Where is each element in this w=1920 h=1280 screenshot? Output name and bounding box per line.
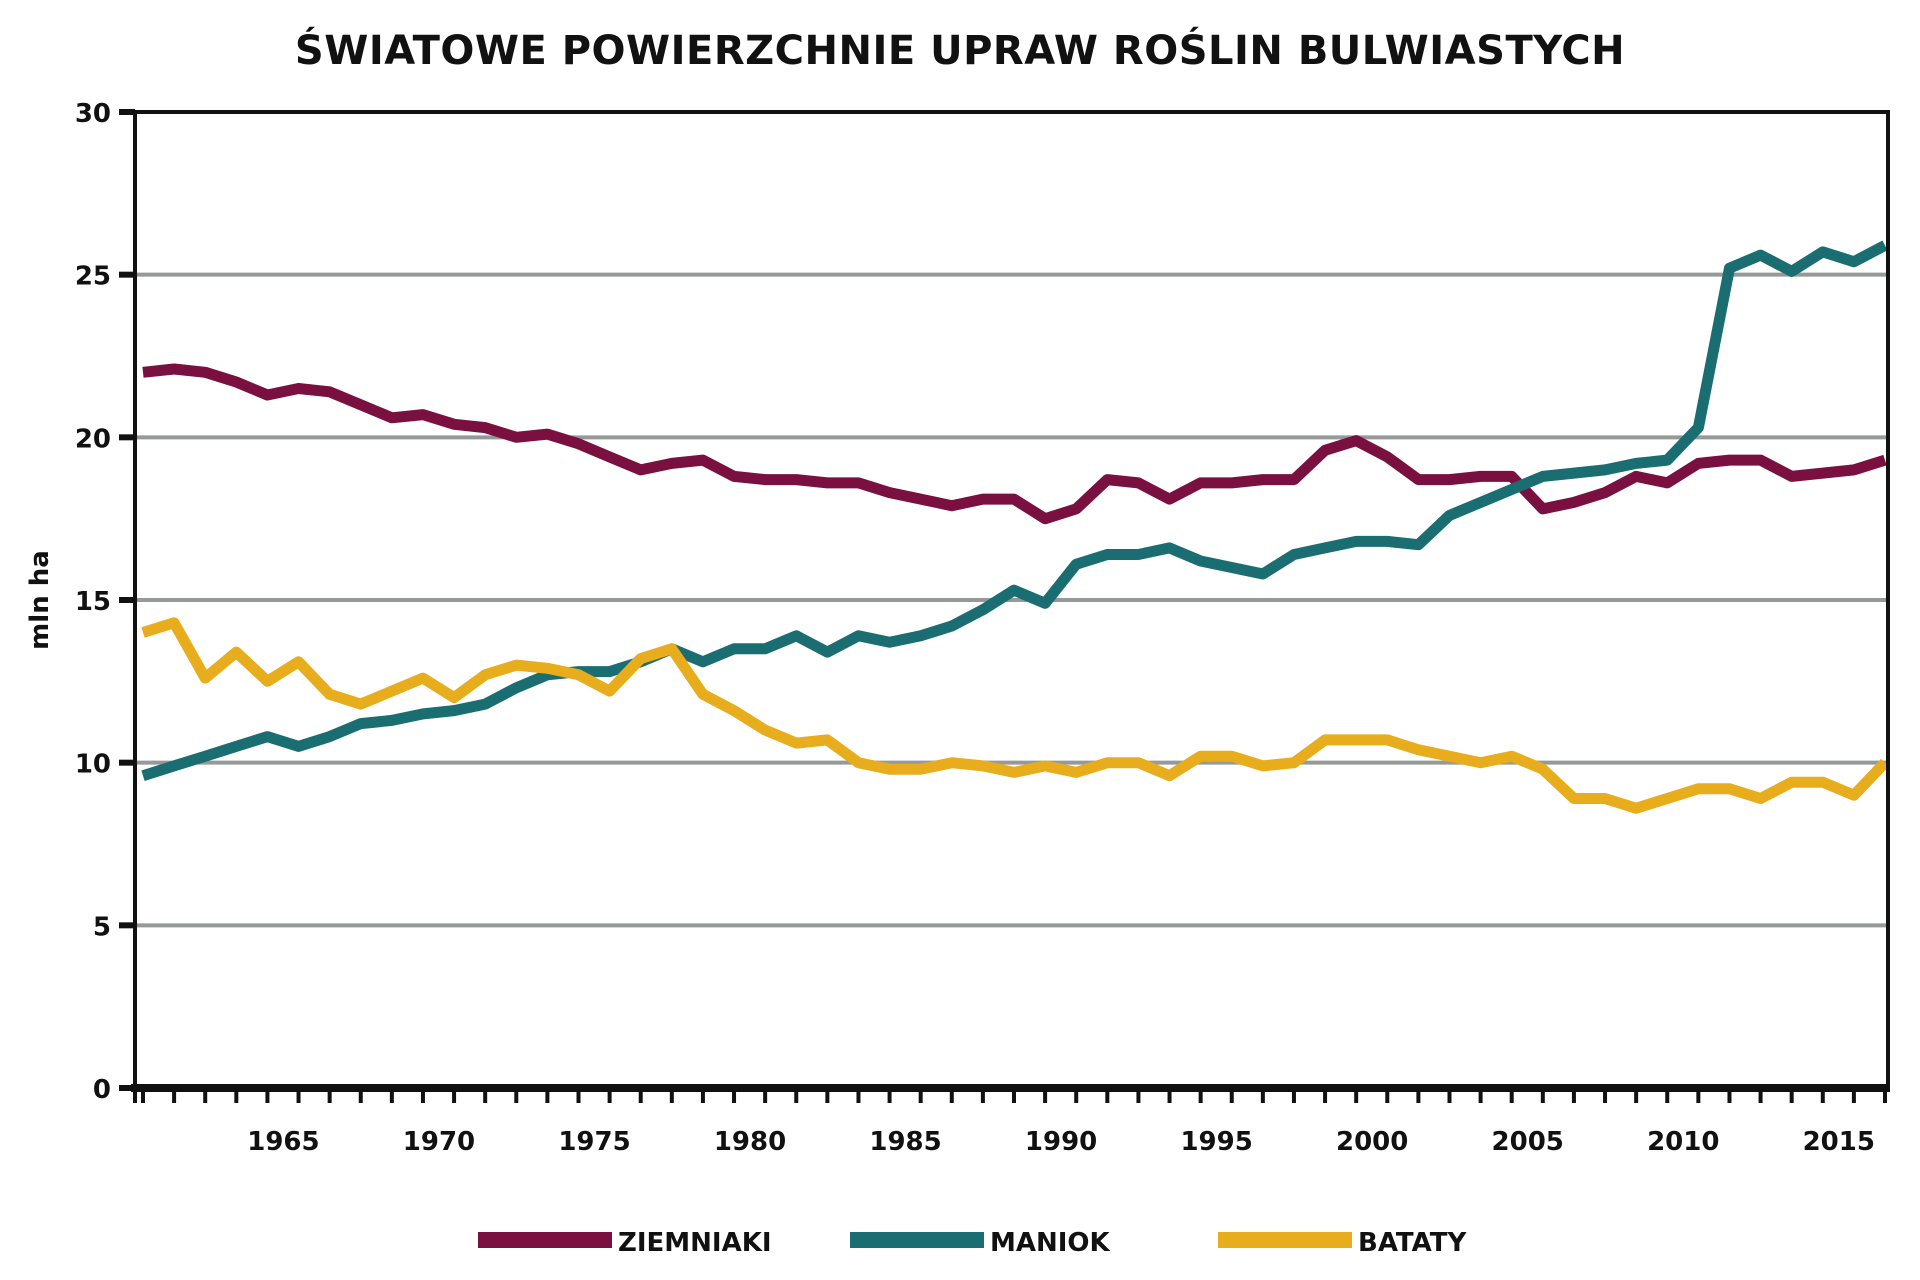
legend-swatch [478, 1232, 612, 1248]
x-tick-label: 1980 [714, 1127, 786, 1157]
y-tick-label: 25 [75, 262, 111, 292]
x-tick-label: 1975 [558, 1127, 630, 1157]
series-line-bataty [141, 617, 1889, 814]
legend-swatch [850, 1232, 984, 1248]
chart-title: ŚWIATOWE POWIERZCHNIE UPRAW ROŚLIN BULWI… [294, 28, 1626, 74]
x-tick-label: 1990 [1025, 1127, 1097, 1157]
legend-label: MANIOK [990, 1228, 1111, 1258]
y-tick-label: 10 [75, 750, 111, 780]
series-line-maniok [141, 240, 1888, 781]
x-tick-label: 2015 [1803, 1127, 1875, 1157]
x-tick-label: 1995 [1180, 1127, 1252, 1157]
series-lines [141, 240, 1889, 814]
y-tick-label: 30 [75, 99, 111, 129]
x-tick-label: 1965 [247, 1127, 319, 1157]
x-tick-label: 1985 [869, 1127, 941, 1157]
x-tick-label: 2000 [1336, 1127, 1408, 1157]
x-tick-label: 2010 [1647, 1127, 1719, 1157]
y-axis-label: mln ha [25, 550, 55, 650]
legend: ZIEMNIAKI MANIOK BATATY [478, 1228, 1467, 1258]
x-tick-label: 1970 [403, 1127, 475, 1157]
axes: 0 5 10 15 20 25 30 1965 1970 1975 1980 1985 1990 1995… [75, 99, 1890, 1157]
y-tick-label: 5 [93, 912, 111, 942]
legend-swatch [1218, 1232, 1352, 1248]
legend-label: BATATY [1358, 1228, 1467, 1258]
y-tick-label: 20 [75, 424, 111, 454]
gridlines [135, 272, 1888, 928]
y-tick-label: 0 [93, 1075, 111, 1105]
x-tick-label: 2005 [1492, 1127, 1564, 1157]
series-line-ziemniaki [142, 363, 1887, 525]
y-tick-label: 15 [75, 587, 111, 617]
legend-label: ZIEMNIAKI [618, 1228, 772, 1258]
